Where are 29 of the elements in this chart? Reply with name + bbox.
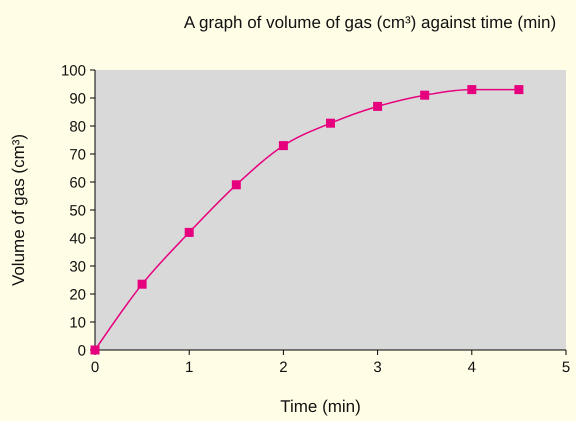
x-tick-label: 0 [90,359,100,376]
y-tick-label: 80 [69,118,86,136]
point [138,280,147,289]
x-axis-title: Time (min) [280,397,361,416]
point [184,228,194,237]
point [326,118,335,128]
point [373,102,382,111]
chart-title: A graph of volume of gas (cm³) against time (min) [184,13,556,32]
x-tick-label: 3 [373,359,382,376]
y-tick-label: 20 [69,286,86,304]
x-tick-label: 2 [279,359,288,376]
y-tick-label: 100 [60,62,86,80]
y-tick-label: 30 [69,258,86,276]
y-tick-label: 40 [69,230,86,248]
y-tick-label: 90 [69,90,86,108]
x-tick-label: 1 [185,359,194,376]
x-tick-label: 4 [468,359,476,376]
point [420,90,430,100]
y-tick-label: 70 [69,146,86,164]
y-axis-title: Volume of gas (cm³) [9,134,28,286]
y-tick-label: 10 [69,314,86,332]
y-tick-label: 0 [78,342,86,360]
x-tick-label: 5 [562,359,570,376]
point [514,85,524,94]
point [278,141,288,150]
point [232,180,241,190]
y-tick-label: 50 [69,202,86,220]
point [467,85,476,94]
y-tick-label: 60 [69,174,86,192]
